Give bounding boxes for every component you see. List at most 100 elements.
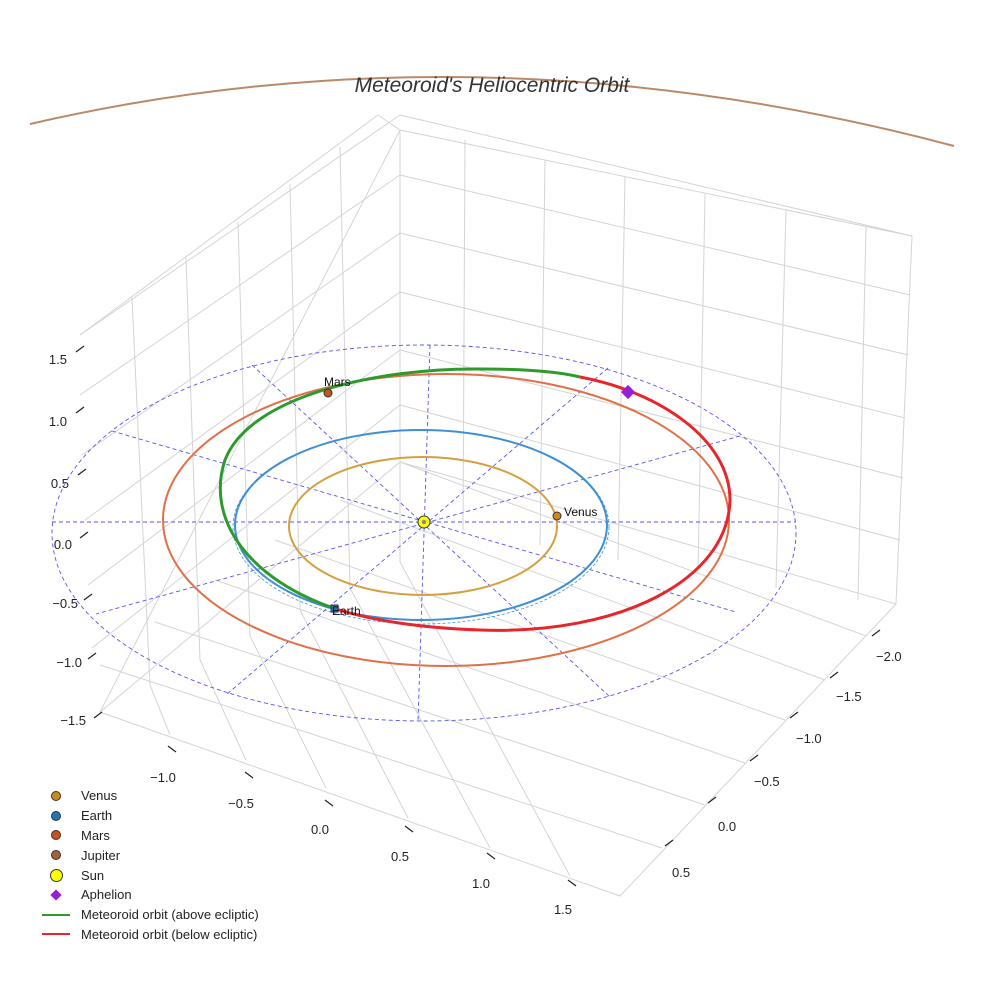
z-tick-mark: [87, 652, 97, 660]
y-tick-mark: [749, 754, 759, 762]
y-tick-mark: [707, 796, 717, 804]
y-tick-mark: [664, 839, 674, 847]
venus-label: Venus: [564, 505, 597, 519]
legend-above-line: [42, 913, 70, 916]
y-tick-mark: [789, 711, 799, 719]
y-tick-mark: [871, 629, 881, 637]
legend-item-venus: Venus: [40, 786, 259, 806]
x-tick-mark: [486, 852, 496, 860]
reference-circle: [51, 344, 797, 722]
mars-marker: [323, 388, 333, 398]
grid-line: [87, 349, 401, 586]
legend-earth-marker: [51, 810, 61, 821]
z-tick-label: 0.0: [54, 537, 72, 552]
y-tick-label: −1.5: [836, 689, 862, 704]
chart-title: Meteoroid's Heliocentric Orbit: [354, 74, 630, 97]
venus-marker: [552, 511, 562, 521]
legend-item-mars: Mars: [40, 826, 259, 846]
legend-jupiter-marker: [51, 850, 61, 861]
x-tick-label: 0.0: [311, 822, 329, 837]
bodies: Venus Earth Mars: [323, 375, 636, 618]
grid-line: [349, 587, 491, 849]
z-tick-label: 0.5: [51, 476, 69, 491]
legend-mars-marker: [51, 830, 61, 841]
legend-item-meteoroid-below: Meteoroid orbit (below ecliptic): [40, 925, 259, 945]
legend-label: Meteoroid orbit (below ecliptic): [81, 926, 258, 942]
x-tick-mark: [404, 825, 414, 833]
z-tick-mark: [75, 345, 85, 353]
grid-line: [99, 664, 663, 849]
grid-line: [399, 114, 913, 237]
grid-line: [131, 297, 151, 686]
legend-label: Meteoroid orbit (above ecliptic): [81, 907, 259, 923]
y-tick-label: −0.5: [754, 774, 780, 789]
grid-line: [199, 659, 247, 761]
z-tick-label: −1.0: [56, 655, 82, 670]
planet-orbits: [29, 75, 955, 667]
axes-grid: [79, 114, 913, 897]
grid-line: [299, 609, 409, 819]
x-tick-label: −0.5: [228, 796, 254, 811]
earth-marker: [330, 604, 339, 613]
grid-line: [399, 232, 909, 356]
legend-sun-marker: [49, 868, 63, 882]
grid-line: [84, 291, 401, 521]
venus-orbit: [288, 456, 558, 596]
grid-line: [339, 146, 351, 589]
grid-line: [617, 176, 626, 561]
grid-line: [79, 174, 401, 396]
legend-label: Earth: [81, 808, 113, 824]
legend-item-aphelion: Aphelion: [40, 885, 259, 905]
x-tick-label: −1.0: [150, 770, 176, 785]
x-tick-mark: [244, 771, 254, 779]
grid-line: [462, 139, 466, 531]
legend-label: Aphelion: [81, 887, 132, 903]
grid-line: [339, 499, 826, 681]
legend-aphelion-marker: [50, 889, 62, 901]
grid-line: [214, 579, 746, 764]
grid-line: [81, 232, 401, 456]
legend: Venus Earth Mars Jupiter Sun Aphelion Me…: [40, 786, 259, 944]
reference-spoke: [225, 367, 609, 696]
reference-spoke: [251, 364, 611, 698]
grid-line: [91, 404, 401, 649]
grid-line: [399, 461, 867, 637]
mars-label: Mars: [324, 375, 351, 389]
y-tick-mark: [829, 671, 839, 679]
grid-line: [399, 174, 911, 296]
earth-orbit-reference: [232, 429, 610, 625]
legend-item-meteoroid-above: Meteoroid orbit (above ecliptic): [40, 905, 259, 925]
meteoroid-orbit: [218, 367, 732, 632]
legend-below-line: [42, 933, 70, 936]
y-tick-label: −2.0: [876, 649, 902, 664]
z-tick-mark: [75, 406, 85, 414]
x-tick-label: 1.0: [472, 876, 490, 891]
z-tick-label: −0.5: [52, 596, 78, 611]
y-tick-label: 0.5: [672, 865, 690, 880]
y-tick-label: 0.0: [718, 819, 736, 834]
grid-line: [539, 159, 546, 546]
grid-line: [399, 404, 901, 541]
meteoroid-orbit-below-ecliptic: [335, 375, 732, 632]
legend-label: Sun: [81, 867, 105, 883]
legend-label: Jupiter: [81, 847, 121, 863]
grid-line: [154, 621, 706, 806]
grid-line: [399, 291, 906, 419]
axis-ticks: [75, 345, 881, 887]
x-tick-mark: [167, 745, 177, 753]
z-tick-label: 1.5: [49, 352, 67, 367]
z-tick-mark: [79, 531, 89, 539]
earth-orbit: [234, 429, 608, 621]
grid-line: [697, 193, 706, 575]
earth-label: Earth: [332, 604, 361, 618]
legend-item-sun: Sun: [40, 865, 259, 885]
grid-line: [249, 635, 327, 789]
z-tick-mark: [93, 711, 103, 719]
z-tick-label: 1.0: [49, 414, 67, 429]
grid-line: [149, 684, 171, 736]
pane-right: [399, 129, 913, 605]
mars-orbit: [162, 373, 730, 667]
legend-item-earth: Earth: [40, 806, 259, 826]
